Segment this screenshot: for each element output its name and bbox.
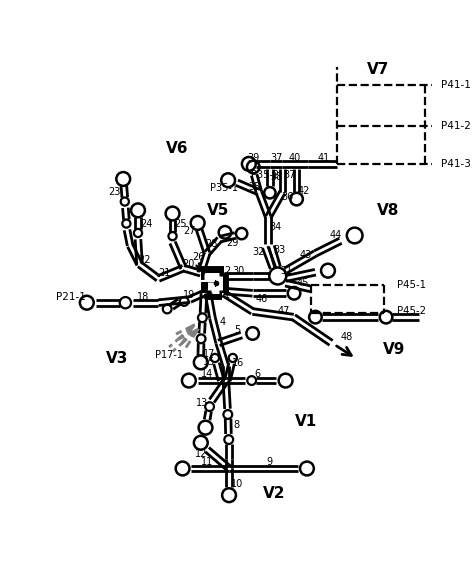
Text: V1: V1 — [295, 414, 317, 429]
Text: V6: V6 — [166, 141, 189, 156]
Text: P45-2: P45-2 — [397, 306, 426, 317]
Text: 12: 12 — [195, 449, 208, 459]
Text: V3: V3 — [106, 351, 129, 366]
Text: 20: 20 — [182, 259, 194, 269]
Text: 32: 32 — [252, 247, 264, 258]
Text: 30: 30 — [232, 266, 245, 276]
Text: 47: 47 — [278, 306, 290, 317]
Text: P41-1: P41-1 — [441, 80, 471, 90]
Text: 8: 8 — [233, 420, 239, 430]
Text: 15: 15 — [202, 357, 215, 367]
Text: 2: 2 — [224, 266, 231, 276]
Circle shape — [269, 267, 286, 284]
Text: P45-1: P45-1 — [397, 280, 426, 290]
Text: 41: 41 — [317, 153, 329, 163]
Text: 10: 10 — [231, 479, 243, 489]
Text: P41-3: P41-3 — [441, 159, 471, 169]
Text: 17: 17 — [202, 349, 215, 359]
Text: 33: 33 — [273, 245, 285, 255]
Text: 21: 21 — [158, 268, 171, 278]
Text: 45: 45 — [297, 277, 309, 288]
Text: 48: 48 — [341, 332, 353, 342]
Text: 28: 28 — [205, 239, 218, 249]
Text: P17-1: P17-1 — [155, 350, 183, 361]
Text: P41-2: P41-2 — [441, 121, 471, 131]
Text: 39: 39 — [247, 153, 259, 163]
Text: 44: 44 — [330, 230, 342, 240]
Text: 11: 11 — [201, 457, 213, 467]
Text: 40: 40 — [289, 153, 301, 163]
Text: 25: 25 — [174, 218, 187, 229]
Text: 6: 6 — [254, 369, 260, 379]
Text: 7: 7 — [230, 361, 236, 372]
Text: 35: 35 — [248, 182, 260, 192]
Text: 9: 9 — [267, 457, 273, 467]
Text: 18: 18 — [137, 292, 149, 302]
Text: 14: 14 — [201, 369, 213, 379]
Text: 24: 24 — [140, 218, 153, 229]
Text: 37: 37 — [270, 153, 283, 163]
Text: 34: 34 — [269, 222, 282, 232]
Text: V5: V5 — [207, 203, 229, 218]
Text: 22: 22 — [138, 255, 151, 265]
Text: V8: V8 — [376, 203, 399, 218]
Text: 5: 5 — [234, 325, 240, 335]
Text: 16: 16 — [232, 358, 245, 368]
Text: V2: V2 — [264, 486, 286, 501]
Text: 36: 36 — [281, 192, 293, 202]
Text: 27: 27 — [183, 226, 196, 236]
Text: 38: 38 — [270, 172, 283, 182]
Text: V9: V9 — [383, 342, 405, 357]
Text: P35-1: P35-1 — [210, 184, 238, 193]
Text: 3: 3 — [202, 291, 209, 302]
Text: 1: 1 — [224, 290, 230, 300]
Text: V7: V7 — [367, 62, 390, 77]
Text: 23: 23 — [108, 187, 120, 197]
Text: 29: 29 — [226, 238, 238, 248]
Text: 13: 13 — [196, 398, 209, 408]
Text: 42: 42 — [297, 186, 310, 196]
Text: 4: 4 — [220, 317, 226, 328]
Text: P35-2: P35-2 — [251, 170, 279, 180]
Text: 46: 46 — [256, 294, 268, 304]
Text: 19: 19 — [183, 290, 195, 300]
Text: P21-1: P21-1 — [55, 292, 85, 302]
Text: 31: 31 — [281, 266, 292, 276]
Text: 43: 43 — [300, 250, 312, 260]
Text: 37: 37 — [283, 170, 296, 180]
Text: 26: 26 — [192, 252, 205, 262]
